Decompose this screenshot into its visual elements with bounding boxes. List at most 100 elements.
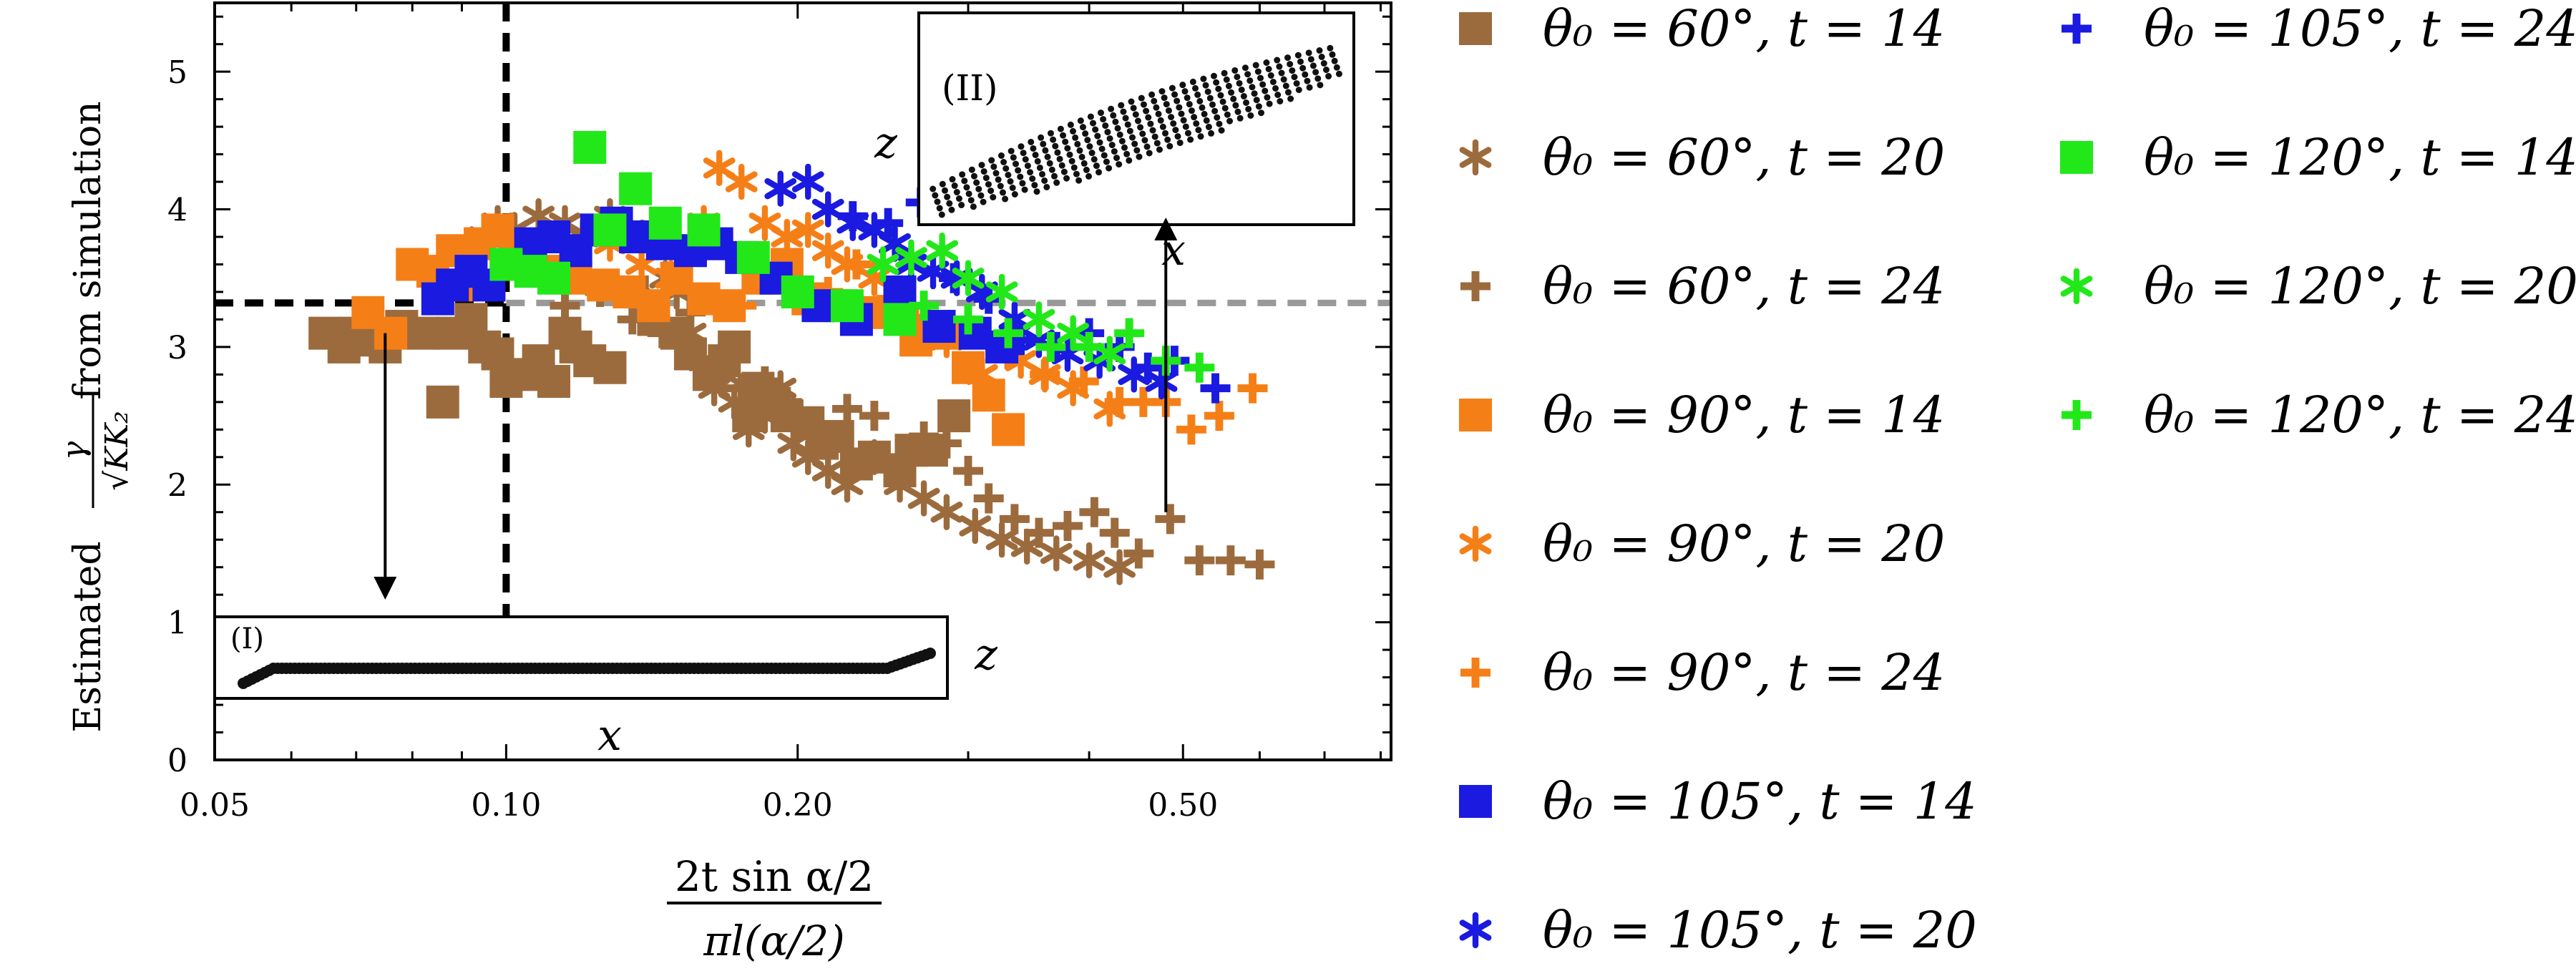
data-point <box>837 201 868 232</box>
data-point <box>736 240 770 274</box>
x-tick-label: 0.20 <box>763 787 833 824</box>
data-point <box>1123 538 1154 569</box>
legend-item: θ₀ = 105°, t = 24 <box>2062 0 2576 58</box>
data-point <box>454 303 488 336</box>
legend-marker <box>2060 268 2093 305</box>
data-point <box>1030 359 1060 390</box>
data-point <box>931 428 962 459</box>
y-axis-label-suffix: from simulation <box>67 101 109 399</box>
x-axis-label-numerator: 2t sin α/2 <box>675 852 874 901</box>
inset-I-profile <box>238 648 936 689</box>
legend-item: θ₀ = 120°, t = 20 <box>2060 257 2576 316</box>
data-point <box>867 246 899 283</box>
x-axis-label-denominator: πl(α/2) <box>703 917 845 965</box>
data-point <box>841 249 872 280</box>
data-point <box>1103 549 1136 585</box>
data-point <box>1057 315 1090 351</box>
legend-item: θ₀ = 105°, t = 20 <box>1459 901 1977 960</box>
legend-item: θ₀ = 90°, t = 14 <box>1459 386 1945 444</box>
legend-marker <box>1460 271 1491 301</box>
y-axis-label-frac-num: γ <box>56 441 92 460</box>
data-point <box>732 411 765 448</box>
data-point <box>550 291 580 321</box>
data-point <box>926 233 959 269</box>
data-point <box>655 260 688 296</box>
data-point <box>1133 352 1163 383</box>
legend-item: θ₀ = 60°, t = 24 <box>1460 257 1945 316</box>
data-point <box>999 504 1030 535</box>
axes: 0.05 0.10 0.20 0.50 0 1 2 3 4 5 2t sin α/2 πl(α/2) E… <box>56 1 1392 965</box>
inset-II-ylabel: z <box>874 118 897 168</box>
y-tick-label: 1 <box>167 605 187 642</box>
data-point <box>771 386 802 417</box>
data-point <box>1200 373 1231 404</box>
data-point <box>374 316 408 350</box>
data-point <box>1215 545 1246 576</box>
legend-label: θ₀ = 90°, t = 14 <box>1543 386 1945 444</box>
y-tick-label: 3 <box>167 330 187 366</box>
data-point <box>992 413 1025 447</box>
data-point <box>749 366 780 396</box>
data-point <box>1035 331 1066 362</box>
data-points <box>308 130 1275 585</box>
inset-II-label: (II) <box>942 67 998 109</box>
data-point <box>1237 373 1268 404</box>
legend-label: θ₀ = 90°, t = 24 <box>1543 643 1945 702</box>
data-point <box>895 239 927 276</box>
data-point <box>922 310 956 343</box>
data-point <box>1023 517 1054 548</box>
data-point <box>930 494 963 530</box>
data-point <box>1068 366 1099 396</box>
data-point <box>1176 414 1206 445</box>
data-point <box>1073 542 1106 579</box>
legend-label: θ₀ = 90°, t = 20 <box>1543 514 1945 573</box>
data-point <box>1184 352 1215 383</box>
data-point <box>725 163 758 200</box>
data-point <box>791 163 824 200</box>
y-axis-label-frac-den: √KK₂ <box>99 411 135 490</box>
data-point <box>777 425 810 462</box>
data-point <box>593 351 627 384</box>
data-point <box>959 507 992 545</box>
y-tick-label: 4 <box>167 192 187 229</box>
inset-II-profile <box>930 44 1342 218</box>
data-point <box>879 225 911 262</box>
data-point <box>1244 549 1275 580</box>
data-point <box>811 191 844 228</box>
series-0 <box>308 275 971 488</box>
data-point <box>537 261 570 295</box>
data-point <box>1023 301 1055 338</box>
legend-label: θ₀ = 105°, t = 20 <box>1543 901 1977 960</box>
legend-label: θ₀ = 105°, t = 14 <box>1543 772 1977 831</box>
data-point <box>909 291 940 321</box>
data-point <box>831 394 862 424</box>
data-point <box>1052 510 1083 541</box>
data-point <box>1079 497 1110 527</box>
data-point <box>907 480 940 517</box>
legend-marker <box>1460 658 1491 688</box>
data-point <box>813 421 844 452</box>
data-point <box>831 467 864 503</box>
data-point <box>953 456 984 487</box>
legend-item: θ₀ = 105°, t = 14 <box>1459 772 1977 831</box>
x-tick-label: 0.10 <box>471 787 541 824</box>
legend-label: θ₀ = 105°, t = 24 <box>2144 0 2576 58</box>
data-point <box>1040 535 1073 572</box>
data-point <box>953 304 984 335</box>
legend-marker <box>1459 12 1492 45</box>
data-point <box>793 407 824 438</box>
series-9 <box>489 130 917 336</box>
y-tick-label: 5 <box>167 54 187 91</box>
legend-item: θ₀ = 120°, t = 14 <box>2060 128 2576 187</box>
data-point <box>593 213 627 247</box>
data-point <box>573 130 607 164</box>
legend-marker <box>1459 785 1492 818</box>
data-point <box>858 439 891 475</box>
data-point <box>647 318 678 348</box>
data-point <box>703 150 736 187</box>
data-point <box>648 206 682 240</box>
inset-I-label: (I) <box>230 623 264 655</box>
data-point <box>481 337 514 371</box>
